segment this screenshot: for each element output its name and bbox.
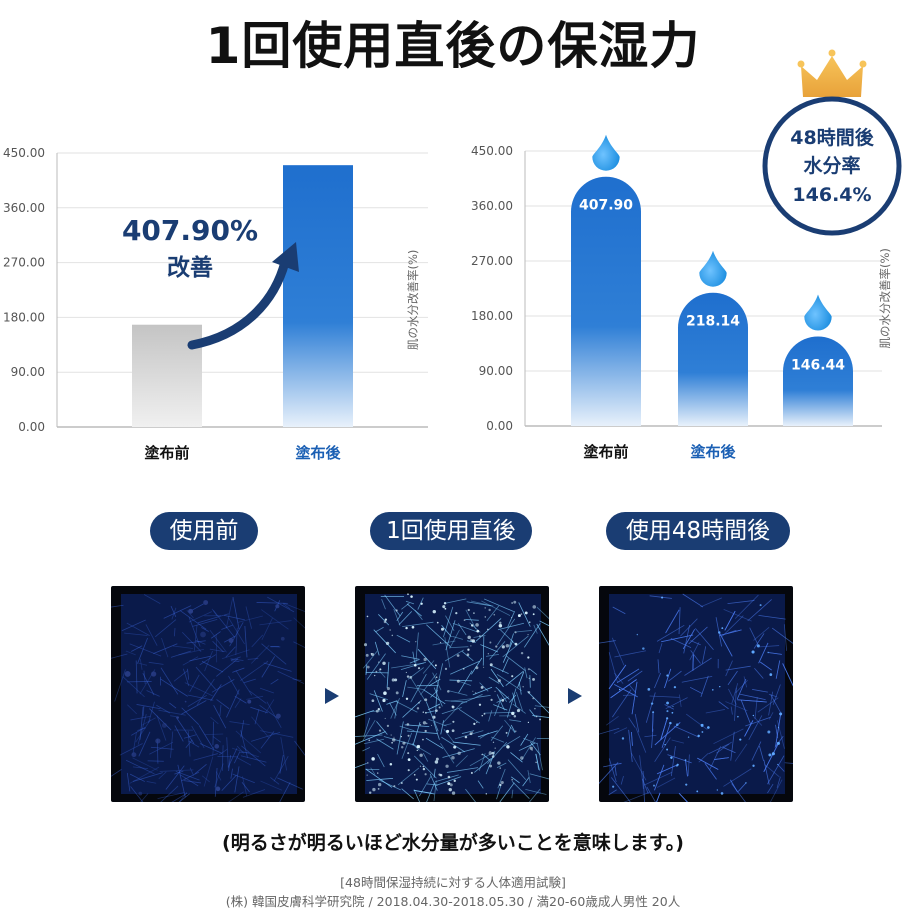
test-note-line1: [48時間保湿持続に対する人体適用試験] [340,875,566,890]
y-tick-label: 0.00 [18,420,45,434]
curved-arrow [187,257,290,350]
test-note-line2: (株) 韓国皮膚科学研究院 / 2018.04.30-2018.05.30 / … [225,894,681,909]
caption: (明るさが明るいほど水分量が多いことを意味します。) [222,832,684,854]
y-tick-label: 360.00 [471,199,513,213]
arrow-right-icon [325,688,339,704]
x-category-label: 塗布前 [144,444,189,462]
y-tick-label: 360.00 [3,201,45,215]
bar [678,292,748,426]
crown-jewel-center [828,49,836,57]
arrow-head-icon [272,242,299,272]
badge-line1: 48時間後 [790,126,874,149]
y-tick-label: 270.00 [3,256,45,270]
stage-label-before: 使用前 [150,512,258,550]
x-category-label: 塗布前 [583,443,628,461]
y-tick-label: 90.00 [479,364,513,378]
chart-right: 0.00 90.00 180.00 270.00 360.00 450.00 肌の水分改善率… [471,134,892,461]
y-tick-label: 270.00 [471,254,513,268]
y-tick-label: 0.00 [486,419,513,433]
arrow-right-icon [568,688,582,704]
data-label: 407.90 [579,198,633,214]
page-title: 1回使用直後の保湿力 [205,17,701,75]
badge-circle [762,96,902,236]
water-drop-icon [804,294,832,331]
bar [283,165,353,427]
stage-label-immediate: 1回使用直後 [370,512,532,550]
skin-image-before [111,586,305,802]
badge-48h: 48時間後 水分率 146.4% [762,49,902,236]
skin-image-48h [599,586,793,802]
y-tick-label: 90.00 [11,365,45,379]
stage-label-48h: 使用48時間後 [606,512,790,550]
charts-svg: 0.00 90.00 180.00 270.00 360.00 450.00 肌の水分改善率… [3,49,902,462]
badge-line3: 146.4% [792,184,871,206]
x-category-label: 塗布後 [690,443,736,461]
y-tick-label: 180.00 [3,310,45,324]
crown-icon [801,56,863,97]
water-drop-icon [699,250,727,287]
data-label: 218.14 [686,314,740,330]
data-label: 146.44 [791,358,845,374]
badge-line2: 水分率 [803,154,860,177]
annotation-value: 407.90% [122,214,258,247]
y-tick-label: 450.00 [3,146,45,160]
crown-jewel-right [859,60,867,68]
bar [132,324,202,427]
skin-image-immediate [355,586,549,802]
chart-left: 0.00 90.00 180.00 270.00 360.00 450.00 肌の水分改善率… [3,146,428,462]
bar [571,176,641,426]
bar [783,336,853,426]
annotation-label: 改善 [167,254,213,281]
crown-jewel-left [797,60,805,68]
y-tick-label: 180.00 [471,309,513,323]
water-drop-icon [592,134,620,171]
y-tick-label: 450.00 [471,144,513,158]
x-category-label: 塗布後 [295,444,341,462]
y-axis-label: 肌の水分改善率(%) [878,248,892,348]
y-axis-label: 肌の水分改善率(%) [406,250,420,350]
